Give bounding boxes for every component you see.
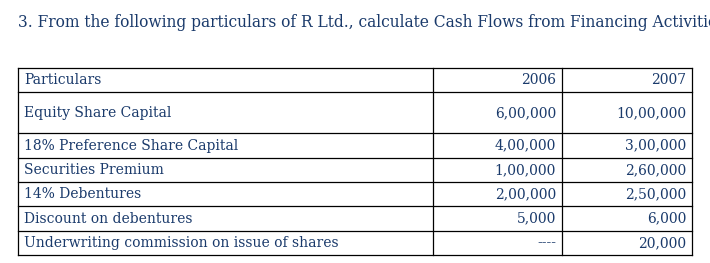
Text: 4,00,000: 4,00,000 bbox=[495, 139, 556, 153]
Text: Equity Share Capital: Equity Share Capital bbox=[24, 106, 171, 120]
Text: Discount on debentures: Discount on debentures bbox=[24, 211, 192, 226]
Text: 5,000: 5,000 bbox=[517, 211, 556, 226]
Text: 10,00,000: 10,00,000 bbox=[616, 106, 686, 120]
Text: 1,00,000: 1,00,000 bbox=[495, 163, 556, 177]
Text: Particulars: Particulars bbox=[24, 73, 102, 87]
Text: 6,00,000: 6,00,000 bbox=[495, 106, 556, 120]
Text: Securities Premium: Securities Premium bbox=[24, 163, 164, 177]
Text: 2007: 2007 bbox=[651, 73, 686, 87]
Text: 3. From the following particulars of R Ltd., calculate Cash Flows from Financing: 3. From the following particulars of R L… bbox=[18, 14, 710, 31]
Text: 20,000: 20,000 bbox=[638, 236, 686, 250]
Text: 3,00,000: 3,00,000 bbox=[625, 139, 686, 153]
Text: 2006: 2006 bbox=[521, 73, 556, 87]
Text: 6,000: 6,000 bbox=[647, 211, 686, 226]
Text: 14% Debentures: 14% Debentures bbox=[24, 187, 141, 201]
Text: 2,00,000: 2,00,000 bbox=[495, 187, 556, 201]
Text: Underwriting commission on issue of shares: Underwriting commission on issue of shar… bbox=[24, 236, 339, 250]
Text: 18% Preference Share Capital: 18% Preference Share Capital bbox=[24, 139, 239, 153]
Text: ----: ---- bbox=[537, 236, 556, 250]
Text: 2,50,000: 2,50,000 bbox=[625, 187, 686, 201]
Text: 2,60,000: 2,60,000 bbox=[625, 163, 686, 177]
